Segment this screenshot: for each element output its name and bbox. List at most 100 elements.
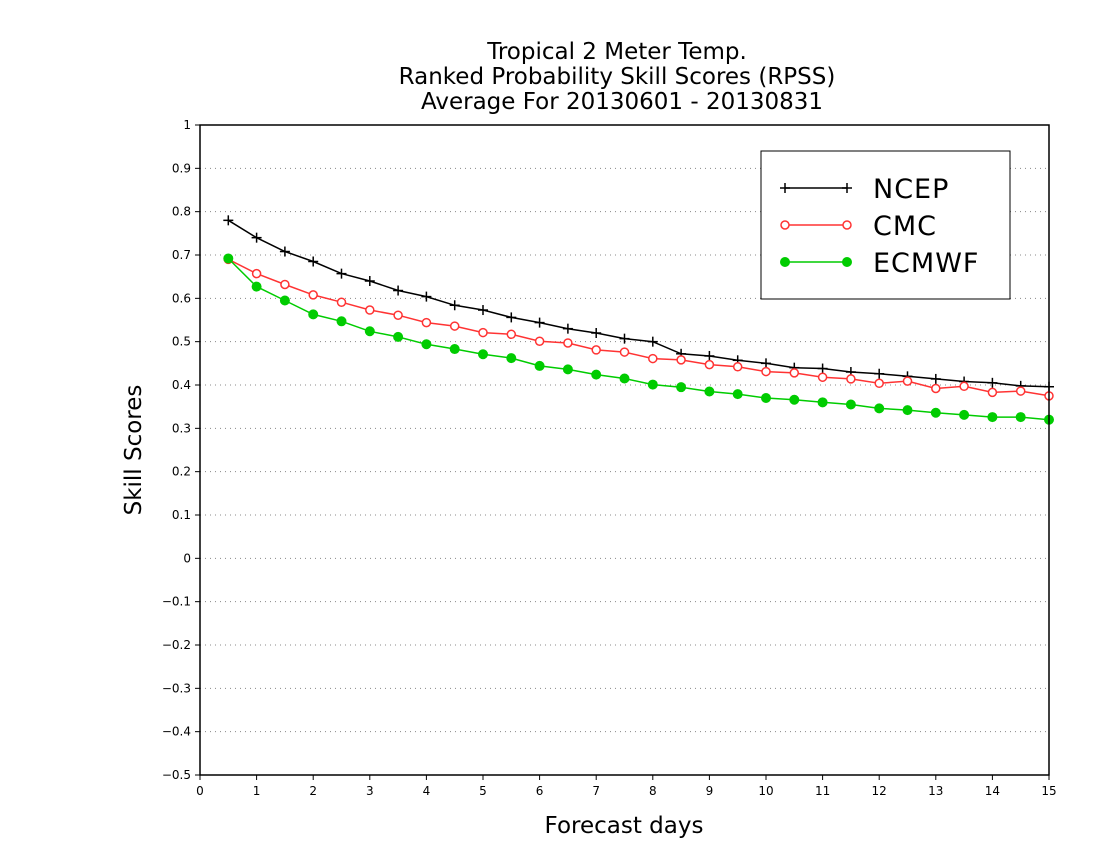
series-ncep	[223, 215, 1054, 392]
data-point-ecmwf	[364, 326, 375, 337]
y-tick-label: 0.7	[172, 248, 191, 262]
x-tick-label: 12	[872, 784, 887, 798]
chart-title-line-2: Ranked Probability Skill Scores (RPSS)	[399, 64, 836, 90]
data-point-ncep	[251, 232, 262, 243]
data-point-cmc	[648, 353, 658, 364]
data-point-ncep	[761, 358, 771, 369]
x-axis-label: Forecast days	[545, 813, 704, 839]
data-point-cmc	[902, 376, 913, 386]
x-tick-label: 10	[758, 784, 773, 798]
data-point-ncep	[223, 215, 234, 226]
y-axis-label: Skill Scores	[121, 385, 147, 516]
data-point-ecmwf	[223, 253, 234, 264]
legend-marker	[780, 183, 790, 193]
data-point-ncep	[930, 373, 941, 384]
y-tick-label: 0.8	[172, 205, 191, 219]
data-point-cmc	[959, 381, 969, 392]
x-tick-label: 4	[423, 784, 431, 798]
legend-marker	[842, 220, 852, 230]
legend-label-ecmwf: ECMWF	[873, 248, 979, 279]
chart-title-line-3: Average For 20130601 - 20130831	[421, 89, 823, 115]
x-tick-label: 6	[536, 784, 544, 798]
data-point-cmc	[449, 321, 460, 331]
x-tick-label: 13	[928, 784, 943, 798]
data-point-cmc	[393, 310, 403, 320]
chart-title: Tropical 2 Meter Temp. Ranked Probabilit…	[399, 39, 836, 115]
data-point-cmc	[308, 290, 318, 300]
data-point-ecmwf	[619, 373, 630, 384]
data-point-cmc	[251, 268, 262, 279]
y-tick-label: 0.9	[172, 161, 191, 175]
legend-marker	[780, 220, 790, 230]
data-point-cmc	[1015, 386, 1026, 396]
data-point-ecmwf	[930, 407, 941, 418]
legend-item-ecmwf: ECMWF	[780, 248, 979, 279]
data-point-ncep	[279, 246, 290, 257]
data-point-ecmwf	[902, 405, 913, 416]
y-tick-label: −0.5	[162, 768, 191, 782]
data-point-ncep	[478, 305, 488, 316]
data-point-ncep	[336, 268, 347, 279]
x-tick-label: 0	[196, 784, 204, 798]
data-point-cmc	[280, 279, 290, 290]
data-point-ecmwf	[845, 399, 856, 410]
legend-marker	[842, 257, 852, 267]
data-point-ecmwf	[732, 389, 743, 400]
data-point-ncep	[704, 350, 715, 361]
data-point-ncep	[591, 328, 602, 338]
x-axis-ticks: 0 1 2 3 4 5 6 7 8 9 10 11 12 13 14 15	[196, 775, 1057, 798]
data-point-ecmwf	[562, 364, 573, 375]
chart-title-line-1: Tropical 2 Meter Temp.	[486, 39, 747, 65]
y-axis-ticks: −0.5 −0.4 −0.3 −0.2 −0.1 0 0.1 0.2 0.3 0.4 0.5 0.6 0…	[162, 118, 200, 782]
data-point-ncep	[421, 291, 432, 302]
data-point-ecmwf	[308, 309, 319, 320]
x-tick-label: 11	[815, 784, 830, 798]
y-tick-label: 0.3	[172, 421, 191, 435]
data-point-cmc	[676, 355, 686, 365]
x-tick-label: 5	[479, 784, 487, 798]
y-tick-label: −0.3	[162, 681, 191, 695]
data-point-cmc	[534, 336, 545, 346]
data-point-ncep	[364, 276, 375, 286]
y-tick-label: 0.1	[172, 508, 191, 522]
legend-item-cmc: CMC	[780, 211, 936, 242]
data-point-ecmwf	[1015, 412, 1026, 423]
data-point-ecmwf	[336, 316, 347, 327]
data-point-ecmwf	[647, 379, 658, 390]
data-point-ecmwf	[789, 394, 800, 405]
data-point-cmc	[761, 366, 771, 377]
y-tick-label: 0	[183, 551, 191, 565]
series-group	[223, 215, 1054, 425]
data-point-ncep	[308, 256, 319, 267]
data-point-ecmwf	[874, 403, 885, 414]
x-tick-label: 1	[253, 784, 261, 798]
data-point-cmc	[846, 374, 856, 384]
data-point-ecmwf	[987, 412, 998, 423]
data-point-ncep	[562, 323, 573, 334]
data-point-ncep	[874, 368, 885, 379]
legend-marker	[780, 257, 790, 267]
data-point-cmc	[591, 345, 601, 355]
data-point-cmc	[563, 338, 573, 348]
legend-label-ncep: NCEP	[873, 174, 949, 205]
data-point-ncep	[647, 336, 658, 347]
data-point-cmc	[732, 362, 743, 372]
data-point-cmc	[987, 387, 998, 398]
legend: NCEP CMC ECMWF	[760, 150, 1011, 300]
x-tick-label: 15	[1041, 784, 1056, 798]
data-point-cmc	[619, 347, 630, 357]
data-point-cmc	[704, 359, 715, 370]
data-point-ncep	[449, 300, 460, 311]
data-point-ecmwf	[534, 360, 545, 371]
data-point-ncep	[534, 317, 545, 328]
legend-item-ncep: NCEP	[780, 174, 949, 205]
data-point-cmc	[336, 297, 347, 307]
data-point-ecmwf	[704, 386, 715, 397]
data-point-ecmwf	[761, 393, 771, 403]
series-cmc	[223, 254, 1054, 401]
data-point-ncep	[506, 312, 517, 323]
data-point-ecmwf	[506, 353, 517, 364]
data-point-ecmwf	[279, 295, 290, 306]
series-line-cmc	[227, 258, 1050, 397]
